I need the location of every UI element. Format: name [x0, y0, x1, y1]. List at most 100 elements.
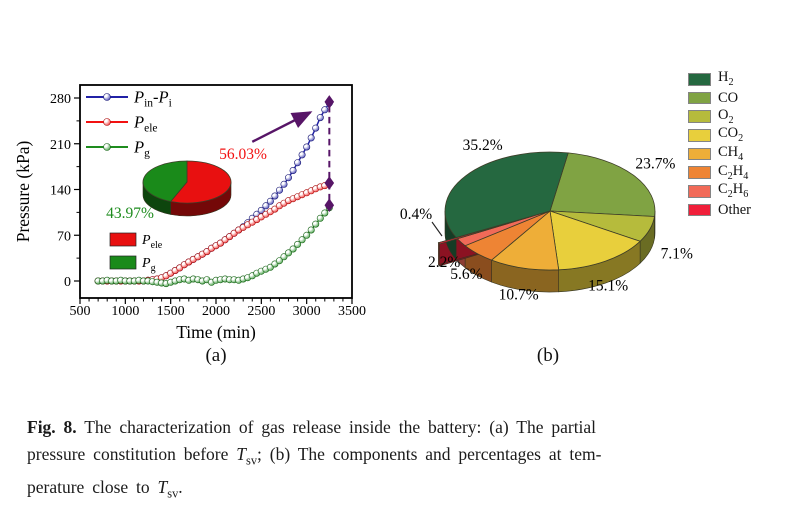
data-point [307, 134, 315, 142]
legend-label: CH4 [718, 143, 744, 163]
caption-segment: . [178, 477, 183, 497]
label-part: - [153, 88, 159, 107]
legend-marker [103, 143, 111, 151]
caption-segment: The characterization of gas release insi… [76, 416, 597, 437]
inset-pie-label-pele: 56.03% [219, 146, 267, 163]
caption-segment: sv [167, 486, 179, 501]
panel-b: 23.7% 7.1% 15.1% 10.7% 5.6% 2.2% 0.4% 35.2% H2 C… [400, 60, 791, 360]
data-point [298, 151, 306, 159]
legend-item-Pg: Pg [86, 138, 150, 160]
x-tick-label: 1000 [111, 304, 139, 319]
legend-label: CO [718, 89, 739, 106]
legend-item-CH4: CH4 [688, 143, 751, 163]
series-Pg [94, 204, 333, 288]
legend-swatch [688, 166, 711, 179]
legend-swatch [688, 73, 711, 86]
legend-swatch [688, 147, 711, 161]
data-point [321, 209, 329, 217]
y-axis-title: Pressure (kPa) [15, 141, 33, 243]
y-tick-label: 140 [50, 184, 71, 199]
pie-slice-CO [549, 152, 656, 217]
label-part: P [133, 113, 144, 132]
data-point [284, 249, 292, 257]
data-point [303, 231, 311, 239]
inset-legend-swatch-Pg [109, 255, 137, 270]
pie-label-C2H6: 2.2% [428, 254, 460, 271]
y-tick-label: 70 [57, 229, 71, 244]
y-axis: 0 70 140 210 280 [50, 92, 80, 290]
legend-swatch [688, 129, 711, 142]
pie-slice-CO2 [549, 210, 641, 271]
data-point [275, 257, 283, 265]
caption-segment: pressure constitution before [27, 443, 237, 464]
label-part: P [158, 88, 169, 107]
panel-a: 500 1000 1500 2000 2500 3000 3500 0 70 140 210 280 T… [13, 55, 390, 375]
data-point [262, 202, 270, 210]
data-point [289, 245, 297, 253]
inset-legend-swatch-Pele [109, 232, 137, 247]
endpoint-diamond [324, 198, 335, 212]
data-point [303, 143, 311, 151]
endpoint-diamond [324, 176, 335, 190]
legend-item-H2: H2 [688, 69, 751, 89]
data-point [298, 236, 306, 244]
inset-legend-label-Pele: Pele [141, 233, 163, 251]
gas-pie [437, 151, 656, 293]
y-tick-label: 210 [50, 138, 71, 153]
inset-legend-label-Pg: Pg [141, 256, 156, 274]
inset-pie-label-pg: 43.97% [106, 205, 154, 222]
data-point [266, 197, 274, 205]
pressure-line-chart: 500 1000 1500 2000 2500 3000 3500 0 70 140 210 280 T… [13, 84, 366, 342]
data-point [316, 114, 324, 122]
legend-item-Pele: Pele [86, 113, 158, 135]
endpoint-diamond [324, 95, 335, 109]
label-part: P [133, 88, 144, 107]
data-point [271, 192, 279, 200]
x-tick-label: 3500 [338, 304, 366, 319]
y-tick-label: 280 [50, 92, 71, 107]
pie-label-CO: 23.7% [635, 156, 675, 173]
legend-label: H2 [718, 69, 734, 89]
legend-swatch [688, 110, 711, 123]
panel-a-label: (a) [205, 345, 227, 366]
caption-segment: T [157, 477, 168, 497]
legend-item-Other: Other [688, 203, 751, 218]
pie-slice-Pg [142, 160, 188, 202]
legend-item-C2H4: C2H4 [688, 163, 751, 181]
pie-label-CH4: 10.7% [499, 287, 539, 304]
legend-label: C2H6 [718, 181, 749, 201]
leader-line [431, 221, 443, 237]
legend-swatch [688, 91, 711, 105]
label-part: in [144, 98, 153, 110]
pie-label-O2: 7.1% [661, 245, 693, 262]
caption-segment: Fig. 8. [27, 416, 77, 437]
data-point [312, 124, 320, 132]
pie-label-C2H4: 5.6% [450, 266, 482, 283]
data-point [316, 214, 324, 222]
legend-item-CO: CO [688, 89, 751, 106]
caption-segment: T [236, 443, 246, 464]
legend-label: Other [718, 201, 752, 218]
data-point [275, 186, 283, 194]
label-part: g [144, 148, 150, 160]
data-point [321, 106, 329, 114]
legend-marker [103, 93, 111, 101]
y-tick-label: 0 [64, 275, 71, 290]
pie-slice-H2 [444, 151, 569, 238]
gas-legend: H2 CO O2 CO2 CH4 C2H4 C2H6 Other [688, 69, 751, 218]
data-point [289, 167, 297, 175]
legend-label: O2 [718, 106, 734, 126]
label-part: ele [151, 240, 163, 251]
pie-slice-Other [437, 215, 533, 245]
gas-composition-pie-chart: 23.7% 7.1% 15.1% 10.7% 5.6%2.2% 0.4% 35.2% [400, 137, 693, 304]
label-part: P [141, 233, 151, 248]
pie-label-CO2: 15.1% [588, 278, 628, 295]
x-tick-label: 3000 [293, 304, 321, 319]
legend-swatch [688, 185, 711, 198]
legend-label: Pele [133, 113, 158, 135]
legend-swatch [688, 203, 711, 217]
data-point [312, 220, 320, 228]
legend-label: Pin-Pi [133, 88, 172, 110]
label-part: P [133, 138, 144, 157]
data-point [280, 253, 288, 261]
